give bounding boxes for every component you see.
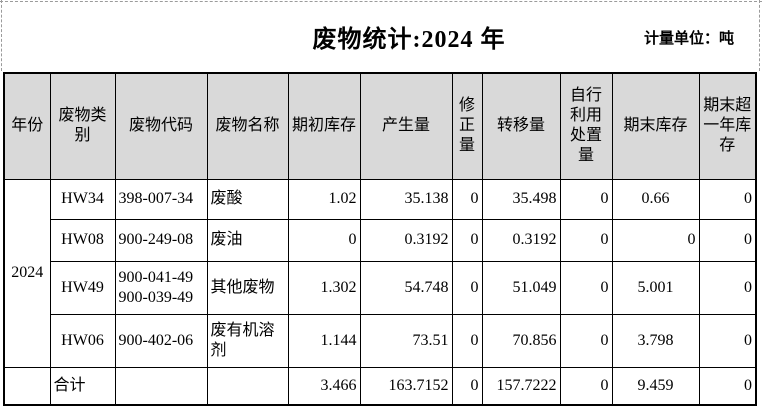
cell-year-empty <box>3 366 51 406</box>
cell-transferred: 70.856 <box>481 313 561 368</box>
cell-self-disposed: 0 <box>559 178 613 220</box>
column-header-name: 废物名称 <box>206 72 289 180</box>
cell-opening-stock: 1.302 <box>287 260 361 315</box>
cell-over-one-year-stock-total: 0 <box>698 366 757 406</box>
cell-code-empty <box>114 366 208 406</box>
column-header-ending-stock: 期末库存 <box>611 72 700 180</box>
cell-opening-stock: 0 <box>287 218 361 262</box>
cell-code: 900-249-08 <box>114 218 208 262</box>
cell-generated: 73.51 <box>359 313 453 368</box>
cell-corrected: 0 <box>451 218 483 262</box>
cell-corrected: 0 <box>451 260 483 315</box>
cell-ending-stock: 5.001 <box>611 260 700 315</box>
cell-category: HW49 <box>49 260 116 315</box>
cell-self-disposed: 0 <box>559 313 613 368</box>
cell-opening-stock: 1.02 <box>287 178 361 220</box>
cell-ending-stock-total: 9.459 <box>611 366 700 406</box>
table-row: HW49 900-041-49 900-039-49 其他废物 1.302 54… <box>4 260 757 315</box>
table-row: 2024 HW34 398-007-34 废酸 1.02 35.138 0 35… <box>3 178 757 368</box>
cell-category: HW34 <box>49 178 116 220</box>
column-header-transferred: 转移量 <box>481 72 561 180</box>
cell-ending-stock: 0.66 <box>611 178 700 220</box>
table-row: HW06 900-402-06 废有机溶剂 1.144 73.51 0 70.8… <box>4 313 757 368</box>
unit-label: 计量单位：吨 <box>643 31 734 47</box>
column-header-self-disposed: 自行利用处置量 <box>559 72 613 180</box>
cell-over-one-year-stock: 0 <box>698 178 757 220</box>
cell-opening-stock: 1.144 <box>287 313 361 368</box>
cell-ending-stock: 3.798 <box>611 313 700 368</box>
cell-transferred: 51.049 <box>481 260 561 315</box>
column-header-corrected: 修正量 <box>451 72 483 180</box>
cell-name: 废油 <box>206 218 289 262</box>
cell-name-empty <box>206 366 289 406</box>
total-row: 合计 3.466 163.7152 0 157.7222 0 9.459 0 <box>3 366 757 406</box>
column-header-year: 年份 <box>3 72 51 180</box>
cell-name: 废有机溶剂 <box>206 313 289 368</box>
cell-category: HW06 <box>49 313 116 368</box>
cell-opening-stock-total: 3.466 <box>287 366 361 406</box>
cell-generated: 35.138 <box>359 178 453 220</box>
column-header-generated: 产生量 <box>359 72 453 180</box>
cell-transferred: 0.3192 <box>481 218 561 262</box>
column-header-code: 废物代码 <box>114 72 208 180</box>
cell-name: 废酸 <box>206 178 289 220</box>
cell-generated: 54.748 <box>359 260 453 315</box>
column-header-opening-stock: 期初库存 <box>287 72 361 180</box>
cell-generated: 0.3192 <box>359 218 453 262</box>
column-header-over-one-year-stock: 期末超一年库存 <box>698 72 757 180</box>
cell-transferred: 35.498 <box>481 178 561 220</box>
cell-self-disposed: 0 <box>559 260 613 315</box>
cell-generated-total: 163.7152 <box>359 366 453 406</box>
cell-corrected-total: 0 <box>451 366 483 406</box>
cell-total-label: 合计 <box>49 366 116 406</box>
cell-over-one-year-stock: 0 <box>698 260 757 315</box>
column-header-category: 废物类别 <box>49 72 116 180</box>
cell-code: 398-007-34 <box>114 178 208 220</box>
table-row: HW08 900-249-08 废油 0 0.3192 0 0.3192 0 0… <box>4 218 757 262</box>
header-row: 年份 废物类别 废物代码 废物名称 期初库存 产生量 修正量 转移量 自行利用处… <box>3 72 757 180</box>
cell-code: 900-402-06 <box>114 313 208 368</box>
cell-year: 2024 <box>3 178 51 368</box>
cell-ending-stock: 0 <box>611 218 700 262</box>
cell-code: 900-041-49 900-039-49 <box>114 260 208 315</box>
cell-corrected: 0 <box>451 313 483 368</box>
cell-self-disposed: 0 <box>559 218 613 262</box>
cell-corrected: 0 <box>451 178 483 220</box>
page-break-line-top <box>0 1 762 2</box>
cell-over-one-year-stock: 0 <box>698 313 757 368</box>
cell-transferred-total: 157.7222 <box>481 366 561 406</box>
page-break-line-right <box>759 0 760 71</box>
cell-name: 其他废物 <box>206 260 289 315</box>
cell-category: HW08 <box>49 218 116 262</box>
waste-stats-table: 年份 废物类别 废物代码 废物名称 期初库存 产生量 修正量 转移量 自行利用处… <box>3 72 757 406</box>
page-break-line-left <box>1 0 2 71</box>
cell-over-one-year-stock: 0 <box>698 218 757 262</box>
page-title: 废物统计:2024 年 <box>312 27 506 53</box>
cell-self-disposed-total: 0 <box>559 366 613 406</box>
